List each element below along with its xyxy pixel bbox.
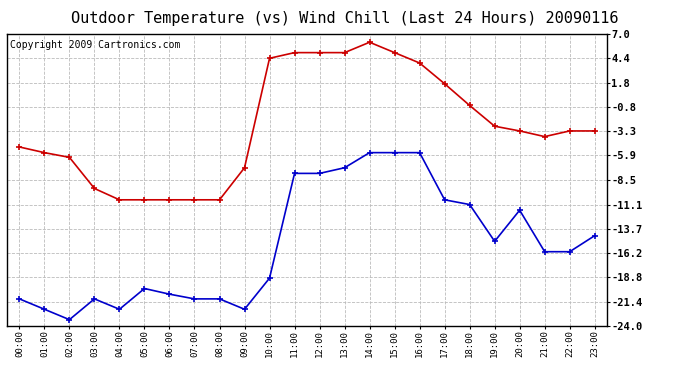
Text: Copyright 2009 Cartronics.com: Copyright 2009 Cartronics.com bbox=[10, 40, 180, 50]
Text: Outdoor Temperature (vs) Wind Chill (Last 24 Hours) 20090116: Outdoor Temperature (vs) Wind Chill (Las… bbox=[71, 11, 619, 26]
